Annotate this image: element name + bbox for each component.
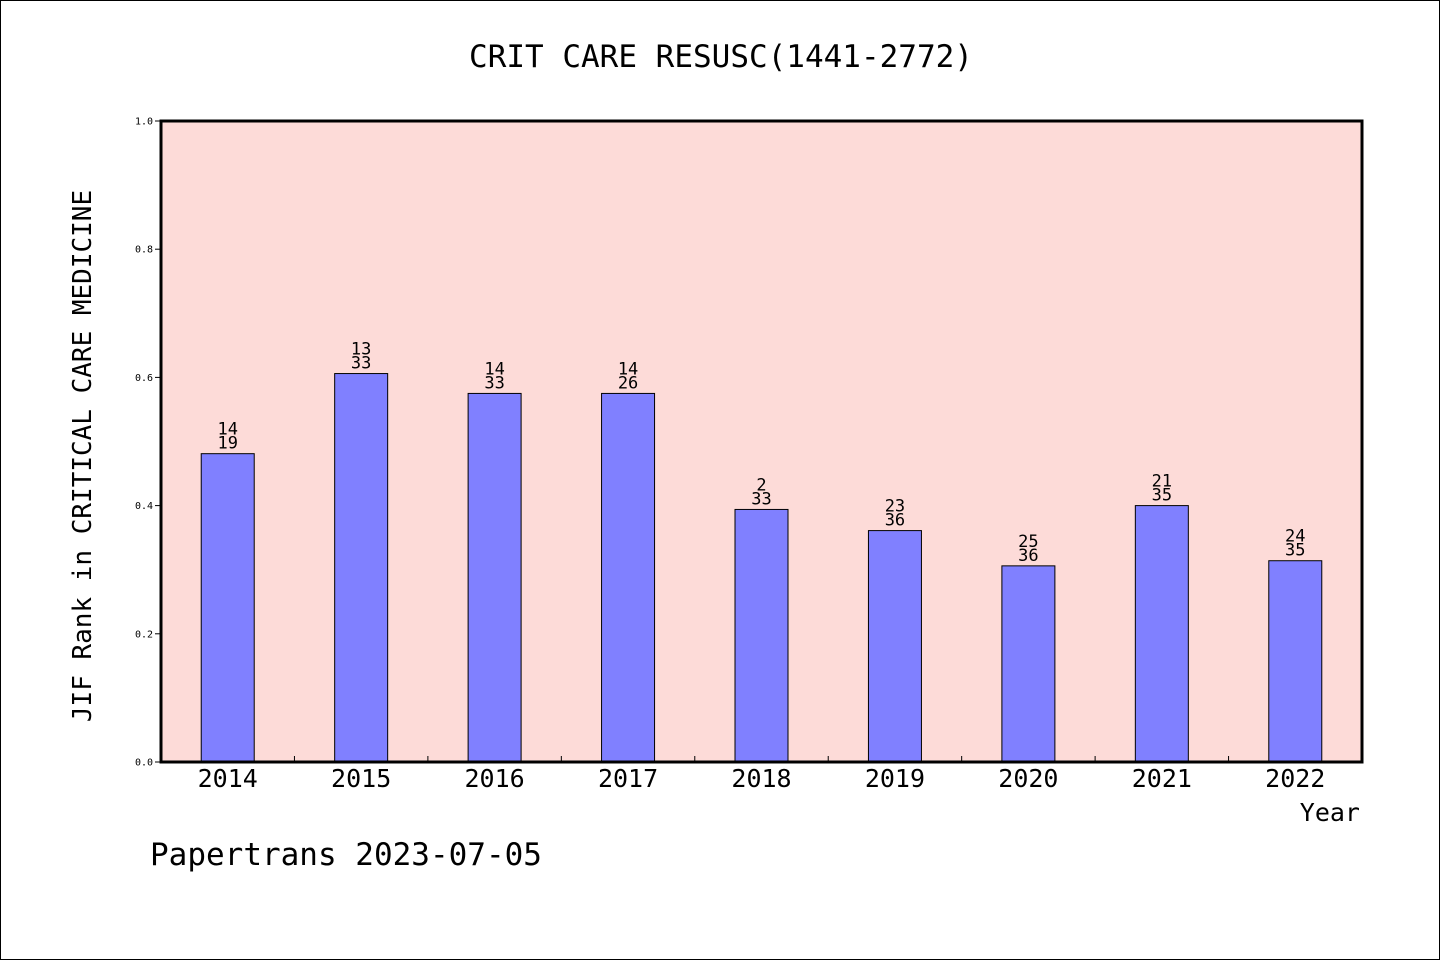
bar-label-denominator: 33 (751, 489, 771, 509)
bar-label-numerator: 21 (1152, 472, 1172, 492)
bar-label-numerator: 14 (217, 420, 237, 440)
x-tick-label: 2017 (598, 764, 658, 793)
y-axis-label: JIF Rank in CRITICAL CARE MEDICINE (68, 190, 98, 722)
bars (200, 373, 1323, 763)
y-tick-label: 0.0 (135, 758, 153, 769)
bar-label-denominator: 35 (1152, 486, 1172, 506)
x-tick-label: 2014 (198, 764, 258, 793)
chart-title: CRIT CARE RESUSC(1441-2772) (469, 39, 973, 75)
x-tick-label: 2022 (1265, 764, 1325, 793)
bar-label-numerator: 14 (618, 359, 638, 379)
bar-label-numerator: 25 (1018, 532, 1038, 552)
y-tick-label: 0.6 (135, 373, 153, 384)
x-tick-label: 2019 (865, 764, 925, 793)
x-axis-label: Year (1300, 798, 1360, 827)
x-axis: 2014 2015 2016 2017 2018 2019 2020 2021 2022 (198, 756, 1325, 793)
bar (1268, 560, 1323, 763)
bar-label-denominator: 33 (351, 354, 371, 374)
y-tick-label: 0.4 (135, 501, 153, 512)
bar-label-numerator: 2 (756, 475, 766, 495)
bar (1134, 505, 1189, 763)
x-tick-label: 2018 (731, 764, 791, 793)
y-axis: 0.0 0.2 0.4 0.6 0.8 1.0 (135, 117, 161, 769)
x-tick-label: 2021 (1132, 764, 1192, 793)
bar (334, 373, 389, 763)
x-tick-label: 2020 (998, 764, 1058, 793)
footer-text: Papertrans 2023-07-05 (150, 837, 542, 873)
bar (200, 453, 255, 763)
bar-label-numerator: 14 (484, 359, 504, 379)
bar (467, 392, 522, 763)
x-tick-label: 2016 (465, 764, 525, 793)
bar-label-denominator: 33 (484, 373, 504, 393)
y-tick-label: 0.2 (135, 629, 153, 640)
bar (1001, 565, 1056, 763)
x-tick-label: 2015 (331, 764, 391, 793)
bar-label-numerator: 23 (885, 497, 905, 517)
bar (734, 508, 789, 763)
y-tick-label: 0.8 (135, 245, 153, 256)
bar-label-denominator: 26 (618, 373, 638, 393)
bar (867, 530, 922, 763)
bar (601, 392, 656, 763)
bar-label-denominator: 19 (217, 434, 237, 454)
y-tick-label: 1.0 (135, 117, 153, 128)
plot-frame (159, 119, 1364, 764)
bar-label-denominator: 36 (1018, 546, 1038, 566)
bar-label-numerator: 13 (351, 340, 371, 360)
bar-label-denominator: 35 (1285, 541, 1305, 561)
bar-label-numerator: 24 (1285, 527, 1305, 547)
bar-label-denominator: 36 (885, 511, 905, 531)
